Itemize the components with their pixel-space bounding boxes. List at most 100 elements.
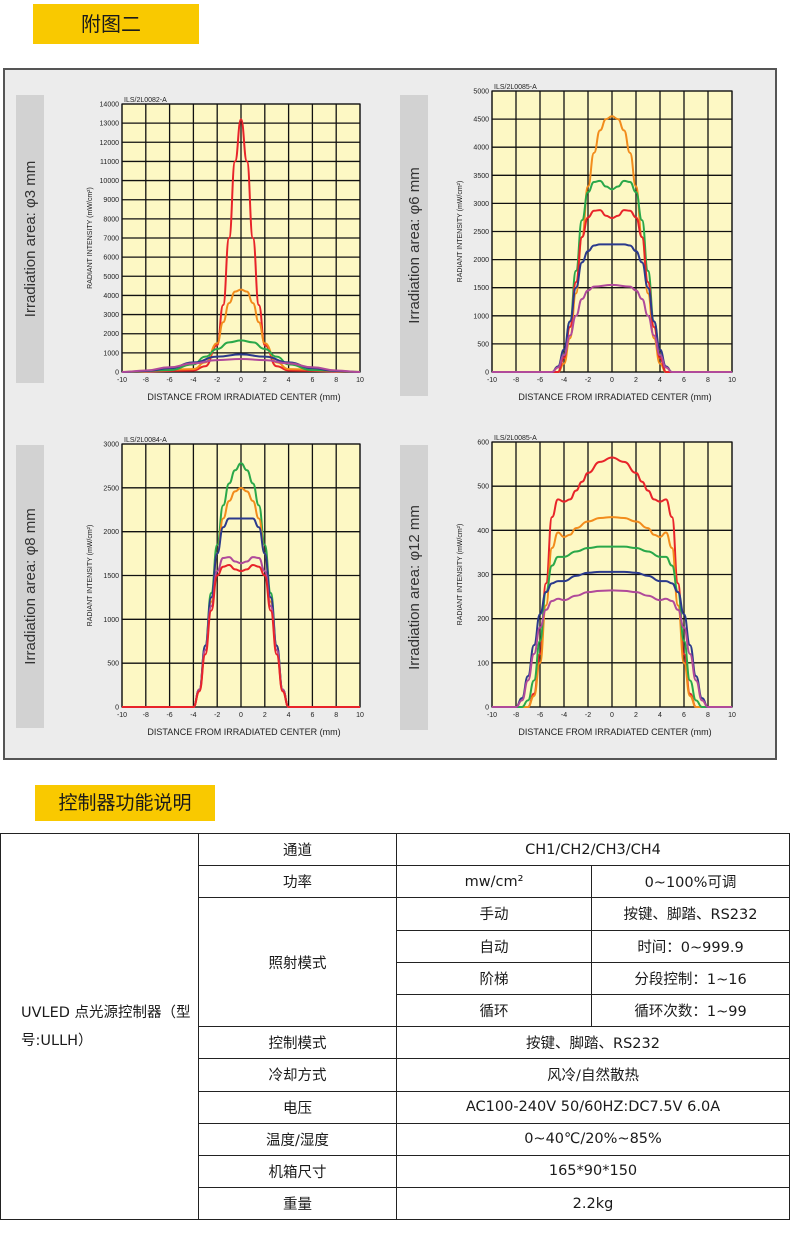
mode-value: 循环次数：1~99 [590,993,790,1028]
y-axis-label: RADIANT INTENSITY (mW/cm²) [457,181,464,283]
row-label: 控制模式 [198,1026,397,1060]
x-tick-label: 4 [287,712,291,719]
x-tick-label: 8 [706,712,710,719]
x-tick-label: 10 [356,377,364,384]
series-line [492,589,732,708]
x-tick-label: 0 [239,712,243,719]
y-tick-label: 14000 [100,102,120,109]
y-tick-label: 500 [477,484,489,491]
side-label-bar [400,95,428,396]
x-tick-label: 0 [239,377,243,384]
y-tick-label: 100 [477,660,489,667]
chart-title: ILS/2L0084-A [124,437,167,444]
row-value: 风冷/自然散热 [395,1058,790,1092]
mode-label: 照射模式 [198,897,397,1028]
y-tick-label: 10000 [100,178,120,185]
x-axis-label: DISTANCE FROM IRRADIATED CENTER (mm) [147,727,340,737]
mode-name: 循环 [396,993,592,1028]
y-tick-label: 4000 [473,145,489,152]
series-line [492,545,732,708]
series-line [492,516,732,708]
x-tick-label: 8 [706,377,710,384]
x-tick-label: -2 [585,377,591,384]
y-tick-label: 1000 [103,617,119,624]
y-tick-label: 3000 [473,201,489,208]
y-tick-label: 1500 [103,573,119,580]
x-tick-label: -8 [513,712,519,719]
chart-title: ILS/2L0082-A [124,97,167,104]
chart-1: Irradiation area: φ3 mm -10 -8 -6 -4 -2 0 2 4 6 8 1… [16,95,364,402]
x-tick-label: -4 [561,712,567,719]
row-label: 温度/湿度 [198,1122,397,1156]
x-tick-label: -6 [166,377,172,384]
side-label: Irradiation area: φ8 mm [22,508,39,664]
mode-value: 分段控制：1~16 [590,961,790,995]
x-tick-label: -10 [487,377,497,384]
x-tick-label: -4 [190,712,196,719]
chart-title: ILS/2L0085-A [494,84,537,91]
x-tick-label: -6 [537,712,543,719]
x-tick-label: 6 [682,712,686,719]
mode-value: 时间：0~999.9 [590,929,790,963]
side-label-bar [400,445,428,730]
x-tick-label: 4 [658,377,662,384]
x-tick-label: 10 [728,712,736,719]
table-row: 电压 AC100-240V 50/60HZ:DC7.5V 6.0A [1,1090,790,1124]
x-tick-label: 0 [610,712,614,719]
x-axis-label: DISTANCE FROM IRRADIATED CENTER (mm) [518,727,711,737]
y-tick-label: 0 [485,705,489,712]
side-label-bar [16,95,44,383]
y-tick-label: 9000 [103,197,119,204]
series-line [492,456,732,708]
side-label-bar [16,445,44,728]
y-tick-label: 0 [115,370,119,377]
x-tick-label: -10 [117,377,127,384]
x-tick-label: 2 [263,712,267,719]
chart-4: Irradiation area: φ12 mm -10 -8 -6 -4 -2 0 2 4 6 8… [400,435,736,737]
x-tick-label: -10 [117,712,127,719]
x-tick-label: -8 [143,377,149,384]
y-tick-label: 3000 [103,442,119,449]
y-tick-label: 200 [477,616,489,623]
y-tick-label: 7000 [103,236,119,243]
mode-name: 阶梯 [396,961,592,995]
y-tick-label: 3000 [103,312,119,319]
x-tick-label: -6 [166,712,172,719]
x-tick-label: -8 [143,712,149,719]
x-tick-label: 4 [658,712,662,719]
x-tick-label: 2 [634,712,638,719]
x-tick-label: -2 [214,377,220,384]
series-line [122,563,360,709]
side-label: Irradiation area: φ12 mm [406,505,423,670]
series-line [492,243,732,373]
y-tick-label: 2000 [473,257,489,264]
side-label: Irradiation area: φ6 mm [406,167,423,323]
chart-3: Irradiation area: φ8 mm -10 -8 -6 -4 -2 0 2 4 6 8 1… [16,437,364,737]
channel-label: 通道 [198,832,397,867]
y-tick-label: 2500 [103,485,119,492]
table-row: UVLED 点光源控制器（型号:ULLH） 通道 CH1/CH2/CH3/CH4 [0,832,790,1221]
table-row: 机箱尺寸 165*90*150 [1,1154,790,1189]
y-tick-label: 300 [477,572,489,579]
figure-header-label: 附图二 [81,12,141,36]
x-tick-label: 2 [263,377,267,384]
series-line [122,556,360,709]
y-tick-label: 400 [477,528,489,535]
y-tick-label: 6000 [103,255,119,262]
y-tick-label: 5000 [103,274,119,281]
x-tick-label: 2 [634,377,638,384]
y-tick-label: 5000 [473,89,489,96]
table-row: 自动 时间：0~999.9 [1,929,790,963]
table-row: 冷却方式 风冷/自然散热 [1,1058,790,1092]
x-tick-label: -2 [214,712,220,719]
mode-name: 自动 [396,929,592,963]
x-tick-label: -4 [561,377,567,384]
row-label: 冷却方式 [198,1058,397,1092]
y-tick-label: 0 [115,705,119,712]
row-label: 重量 [198,1187,397,1221]
row-value: AC100-240V 50/60HZ:DC7.5V 6.0A [395,1090,790,1124]
y-axis-label: RADIANT INTENSITY (mW/cm²) [457,524,464,626]
table-row: 循环 循环次数：1~99 [1,993,790,1028]
y-tick-label: 4000 [103,293,119,300]
y-tick-label: 13000 [100,121,120,128]
